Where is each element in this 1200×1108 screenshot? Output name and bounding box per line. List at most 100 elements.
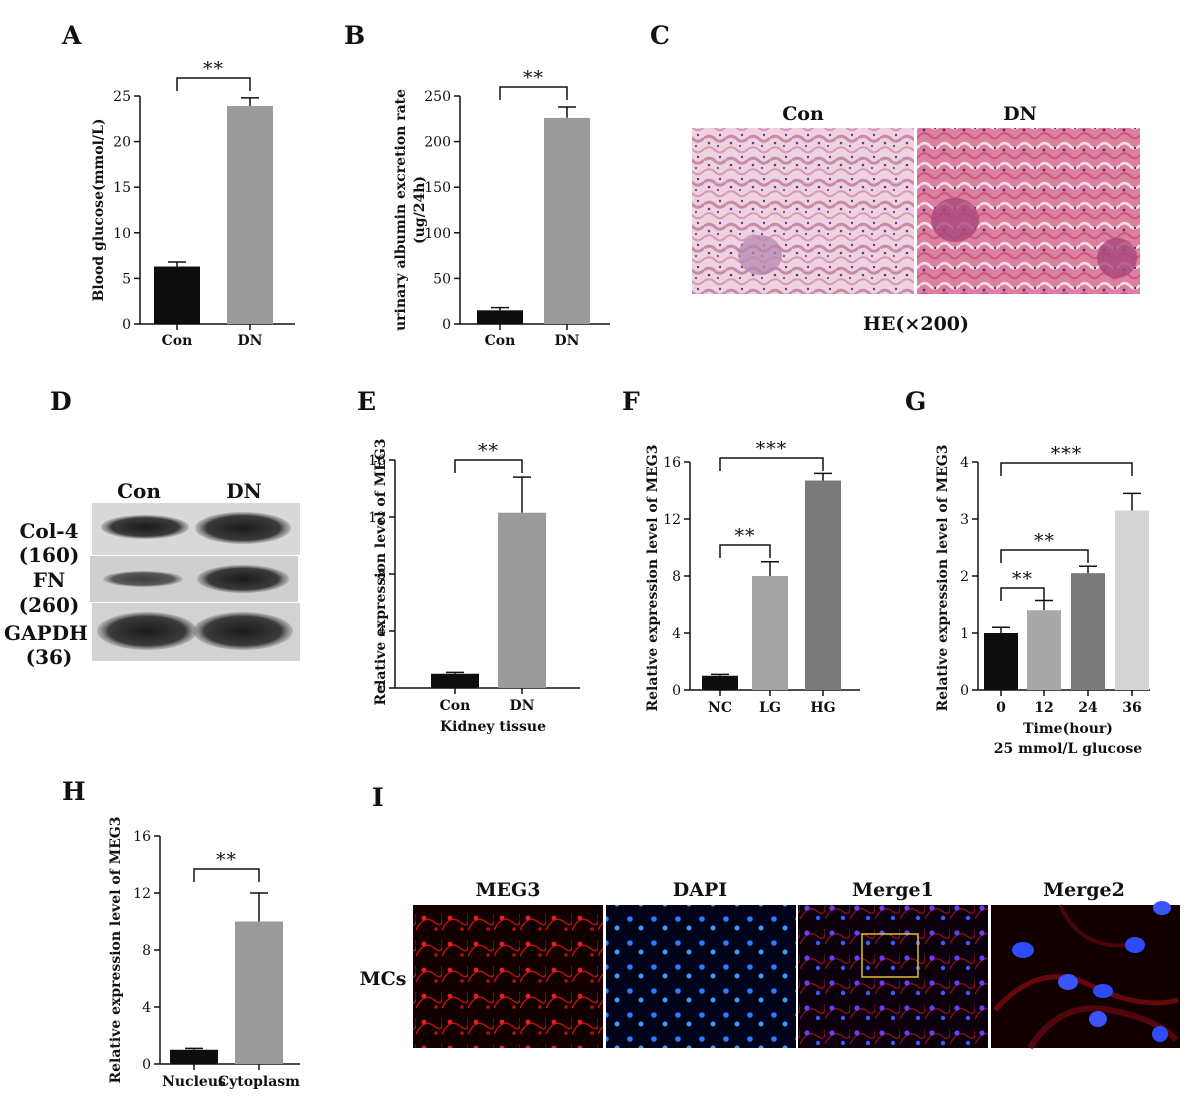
y-axis-title: Blood glucose(mmol/L) xyxy=(91,119,107,302)
bar-con xyxy=(431,673,479,688)
chart-urinary-albumin: 0 50 100 150 200 250 Con DN ** urinary albumin ex… xyxy=(393,67,610,349)
significance-bracket xyxy=(719,544,771,558)
fluor-label-dapi: DAPI xyxy=(673,879,728,901)
y-tick-label: 2 xyxy=(960,569,969,585)
bar-36 xyxy=(1115,510,1149,690)
y-tick-label: 5 xyxy=(122,271,131,287)
histology-label-dn: DN xyxy=(1003,103,1037,125)
wb-row-gapdh-weight: (36) xyxy=(26,645,73,669)
y-tick-label: 16 xyxy=(133,829,151,845)
y-tick-label: 1 xyxy=(960,626,969,642)
y-tick-label: 150 xyxy=(424,180,451,196)
bar-dn xyxy=(227,106,273,324)
bar-con xyxy=(154,266,200,324)
histology-image-con xyxy=(692,128,914,294)
significance-bracket xyxy=(176,77,251,91)
significance-bracket xyxy=(454,459,523,473)
wb-row-fn-weight: (260) xyxy=(19,593,80,617)
category-label: HG xyxy=(810,700,835,716)
category-label: DN xyxy=(555,333,580,349)
x-axis-subtitle: 25 mmol/L glucose xyxy=(994,741,1143,757)
significance-bracket xyxy=(499,86,568,100)
y-axis-title: Relative expression level of MEG3 xyxy=(935,445,951,712)
wb-band-fn-dn xyxy=(197,565,289,593)
y-axis-title-units: (ug/24h) xyxy=(412,176,428,244)
significance-bracket xyxy=(1000,587,1045,601)
y-tick-label: 4 xyxy=(960,455,969,471)
chart-meg3-kidney: 0 4 8 12 16 Con DN ** Relative expression level … xyxy=(368,439,580,735)
bar-lg xyxy=(752,576,788,690)
bar-dn xyxy=(498,512,546,688)
merge2-cells xyxy=(993,901,1179,1050)
category-label: 12 xyxy=(1034,700,1053,716)
y-tick-label: 8 xyxy=(142,943,151,959)
histology-caption: HE(×200) xyxy=(863,313,969,335)
y-tick-label: 0 xyxy=(122,317,131,333)
bar-cytoplasm xyxy=(235,921,283,1064)
panel-label-f: F xyxy=(622,387,640,416)
significance-label: ** xyxy=(523,67,544,89)
bar-nucleus xyxy=(170,1049,218,1064)
panel-label-h: H xyxy=(62,777,86,806)
fluor-image-merge2 xyxy=(991,905,1180,1048)
category-label: 0 xyxy=(996,700,1006,716)
y-tick-label: 50 xyxy=(433,271,451,287)
panel-label-d: D xyxy=(50,387,72,416)
y-axis-title: Relative expression level of MEG3 xyxy=(373,439,389,706)
category-label: Con xyxy=(485,333,516,349)
fluor-image-dapi xyxy=(606,905,796,1048)
category-label: DN xyxy=(510,698,535,714)
wb-band-col4-con xyxy=(101,515,189,539)
significance-bracket xyxy=(719,457,824,471)
y-tick-label: 12 xyxy=(133,886,151,902)
significance-label: ** xyxy=(1012,568,1033,590)
y-tick-label: 3 xyxy=(960,512,969,528)
significance-label: ** xyxy=(216,849,237,871)
y-tick-label: 100 xyxy=(424,226,451,242)
glomerulus-dn-1 xyxy=(931,198,979,242)
y-tick-label: 0 xyxy=(672,683,681,699)
fluor-label-merge1: Merge1 xyxy=(852,879,934,901)
category-label: DN xyxy=(238,333,263,349)
bar-dn xyxy=(544,117,590,324)
panel-label-g: G xyxy=(905,387,926,416)
wb-row-col4: Col-4 xyxy=(19,519,78,543)
x-axis-title: Time(hour) xyxy=(1023,721,1113,737)
glomerulus-dn-2 xyxy=(1097,238,1137,278)
wb-col-dn: DN xyxy=(226,479,262,503)
panel-label-e: E xyxy=(357,387,376,416)
wb-col-con: Con xyxy=(117,479,161,503)
y-tick-label: 15 xyxy=(113,180,131,196)
y-tick-label: 25 xyxy=(113,89,131,105)
histology-panel: Con DN HE(×200) xyxy=(692,103,1140,335)
significance-label: *** xyxy=(1051,443,1083,465)
bar-24 xyxy=(1071,573,1105,690)
y-tick-label: 12 xyxy=(663,512,681,528)
y-tick-label: 10 xyxy=(113,226,131,242)
category-label: Nucleus xyxy=(162,1074,226,1090)
wb-band-gapdh-con xyxy=(97,612,197,650)
y-tick-label: 12 xyxy=(368,510,386,526)
significance-label: ** xyxy=(735,525,756,547)
category-label: Con xyxy=(440,698,471,714)
bar-nc xyxy=(702,675,738,690)
y-axis-title: Relative expression level of MEG3 xyxy=(108,817,124,1084)
panel-label-b: B xyxy=(344,21,365,50)
panel-label-i: I xyxy=(372,783,384,812)
fluor-row-label: MCs xyxy=(360,968,407,990)
significance-label: ** xyxy=(1034,530,1055,552)
western-blot: Con DN Col-4 (160) FN (260) GAPDH (36) xyxy=(4,479,300,669)
bar-hg xyxy=(805,480,841,690)
glomerulus-con xyxy=(738,235,782,275)
y-tick-label: 16 xyxy=(663,455,681,471)
significance-label: ** xyxy=(478,440,499,462)
y-tick-label: 0 xyxy=(442,317,451,333)
y-tick-label: 0 xyxy=(142,1057,151,1073)
y-tick-label: 0 xyxy=(960,683,969,699)
fluorescence-panel: MEG3 DAPI Merge1 Merge2 MCs xyxy=(360,879,1180,1050)
wb-row-gapdh: GAPDH xyxy=(4,621,88,645)
